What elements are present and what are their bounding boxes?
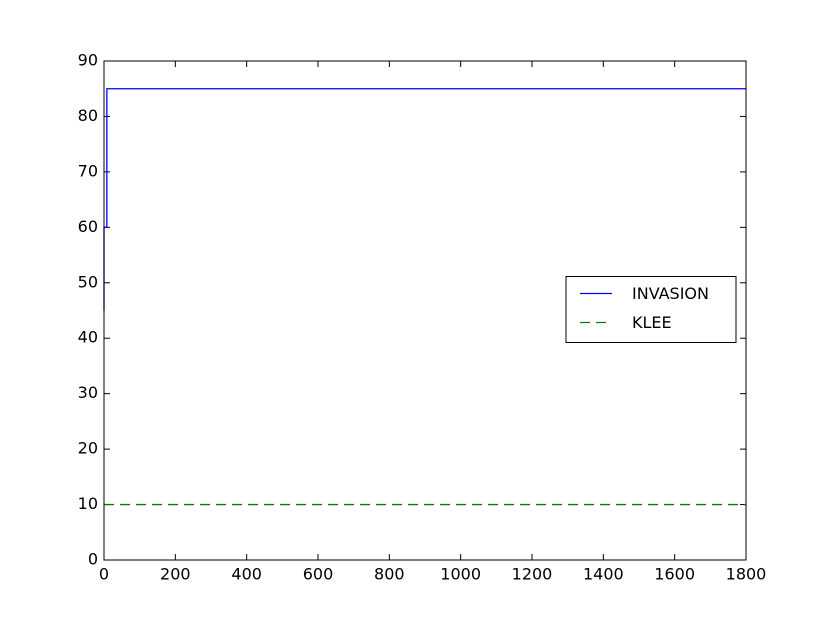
x-tick-label: 400	[231, 565, 262, 584]
y-tick-label: 20	[78, 439, 98, 458]
y-tick-label: 10	[78, 494, 98, 513]
x-tick-label: 800	[374, 565, 405, 584]
x-tick-label: 1600	[654, 565, 695, 584]
y-tick-label: 0	[88, 550, 98, 569]
plot-frame	[103, 60, 747, 561]
y-tick-label: 70	[78, 161, 98, 180]
x-tick-label: 200	[160, 565, 191, 584]
y-tick-label: 40	[78, 328, 98, 347]
x-tick-label: 1000	[440, 565, 481, 584]
y-tick-label: 30	[78, 383, 98, 402]
x-tick-label: 1400	[583, 565, 624, 584]
legend-label: INVASION	[632, 284, 709, 303]
legend-label: KLEE	[632, 313, 672, 332]
legend-box	[565, 276, 737, 343]
y-tick-label: 50	[78, 272, 98, 291]
y-tick-label: 60	[78, 217, 98, 236]
x-tick-label: 1200	[512, 565, 553, 584]
x-tick-label: 1800	[726, 565, 767, 584]
y-tick-label: 80	[78, 106, 98, 125]
x-tick-label: 600	[303, 565, 334, 584]
x-tick-label: 0	[99, 565, 109, 584]
y-tick-label: 90	[78, 51, 98, 70]
